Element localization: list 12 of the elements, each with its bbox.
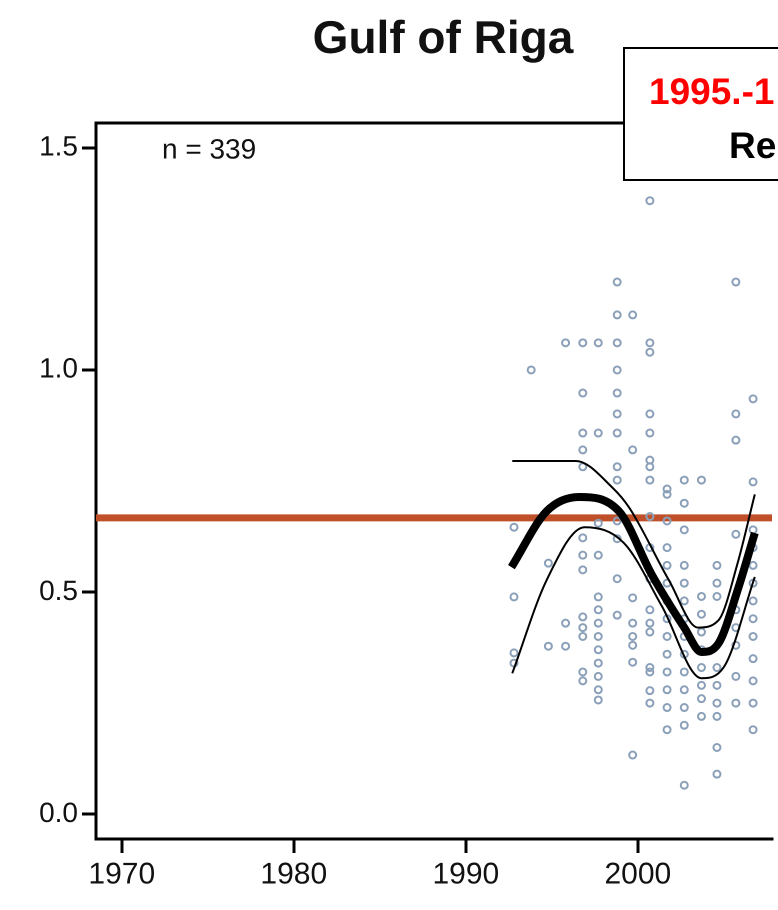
x-tick-label: 1970 <box>88 857 156 890</box>
chart-title: Gulf of Riga <box>312 10 575 64</box>
y-tick-label: 0.0 <box>39 796 78 828</box>
y-tick-label: 1.0 <box>39 352 78 384</box>
x-tick-label: 1980 <box>260 857 328 890</box>
x-tick-label: 2000 <box>604 857 672 890</box>
annotation: n = 339 <box>162 134 256 165</box>
annotation: Re <box>729 125 776 167</box>
y-tick-label: 1.5 <box>39 130 78 162</box>
text: 1995.-1 <box>649 71 774 113</box>
y-tick-label: 0.5 <box>39 574 78 606</box>
x-tick-label: 1990 <box>432 857 500 890</box>
